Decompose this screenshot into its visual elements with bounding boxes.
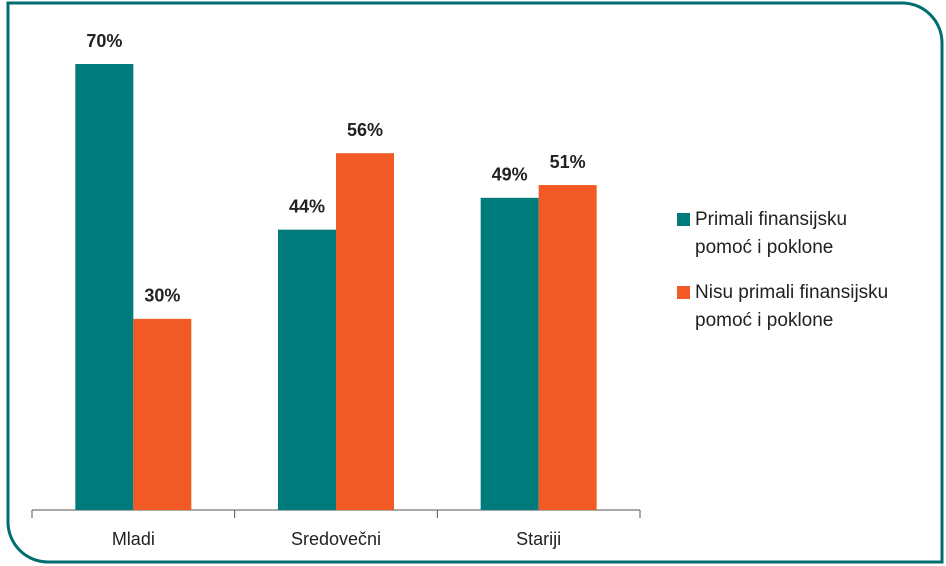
x-tick-label: Stariji <box>516 529 561 549</box>
legend-line: Nisu primali finansijsku <box>695 282 888 303</box>
legend-line: pomoć i poklone <box>695 237 833 258</box>
x-tick-label: Sredovečni <box>291 529 381 549</box>
bar <box>538 185 597 511</box>
legend-swatch <box>677 213 690 226</box>
bar <box>133 318 192 510</box>
value-label: 49% <box>492 165 528 185</box>
value-label: 70% <box>86 31 122 51</box>
value-label: 30% <box>144 286 180 306</box>
value-label: 44% <box>289 196 325 216</box>
legend-label: Nisu primali finansijsku pomoć i poklone <box>695 282 888 331</box>
frame <box>6 1 944 564</box>
value-label: 51% <box>550 152 586 172</box>
bar <box>278 229 336 510</box>
legend-label: Primali finansijsku pomoć i poklone <box>695 209 847 258</box>
legend-swatch <box>677 286 690 299</box>
bar <box>480 197 539 511</box>
x-tick-label: Mladi <box>112 529 155 549</box>
bar <box>336 153 394 510</box>
legend-line: Primali finansijsku <box>695 209 847 230</box>
legend-line: pomoć i poklone <box>695 310 833 331</box>
bar <box>75 64 134 510</box>
value-label: 56% <box>347 120 383 140</box>
